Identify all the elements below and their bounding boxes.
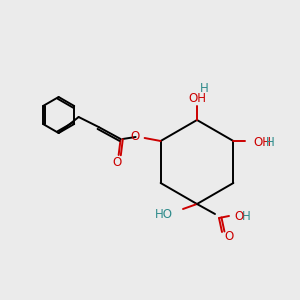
Text: O: O [112, 157, 121, 169]
Text: O: O [130, 130, 140, 142]
Text: H: H [200, 82, 209, 95]
Text: O: O [234, 211, 243, 224]
Text: O: O [224, 230, 233, 244]
Text: HO: HO [155, 208, 173, 220]
Text: OH: OH [254, 136, 272, 148]
Text: OH: OH [188, 92, 206, 104]
Text: H: H [266, 136, 275, 148]
Text: H: H [242, 211, 251, 224]
